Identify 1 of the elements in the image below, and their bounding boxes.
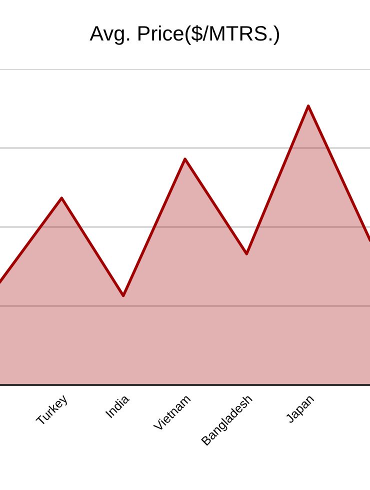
chart-title: Avg. Price($/MTRS.) [90,25,280,45]
